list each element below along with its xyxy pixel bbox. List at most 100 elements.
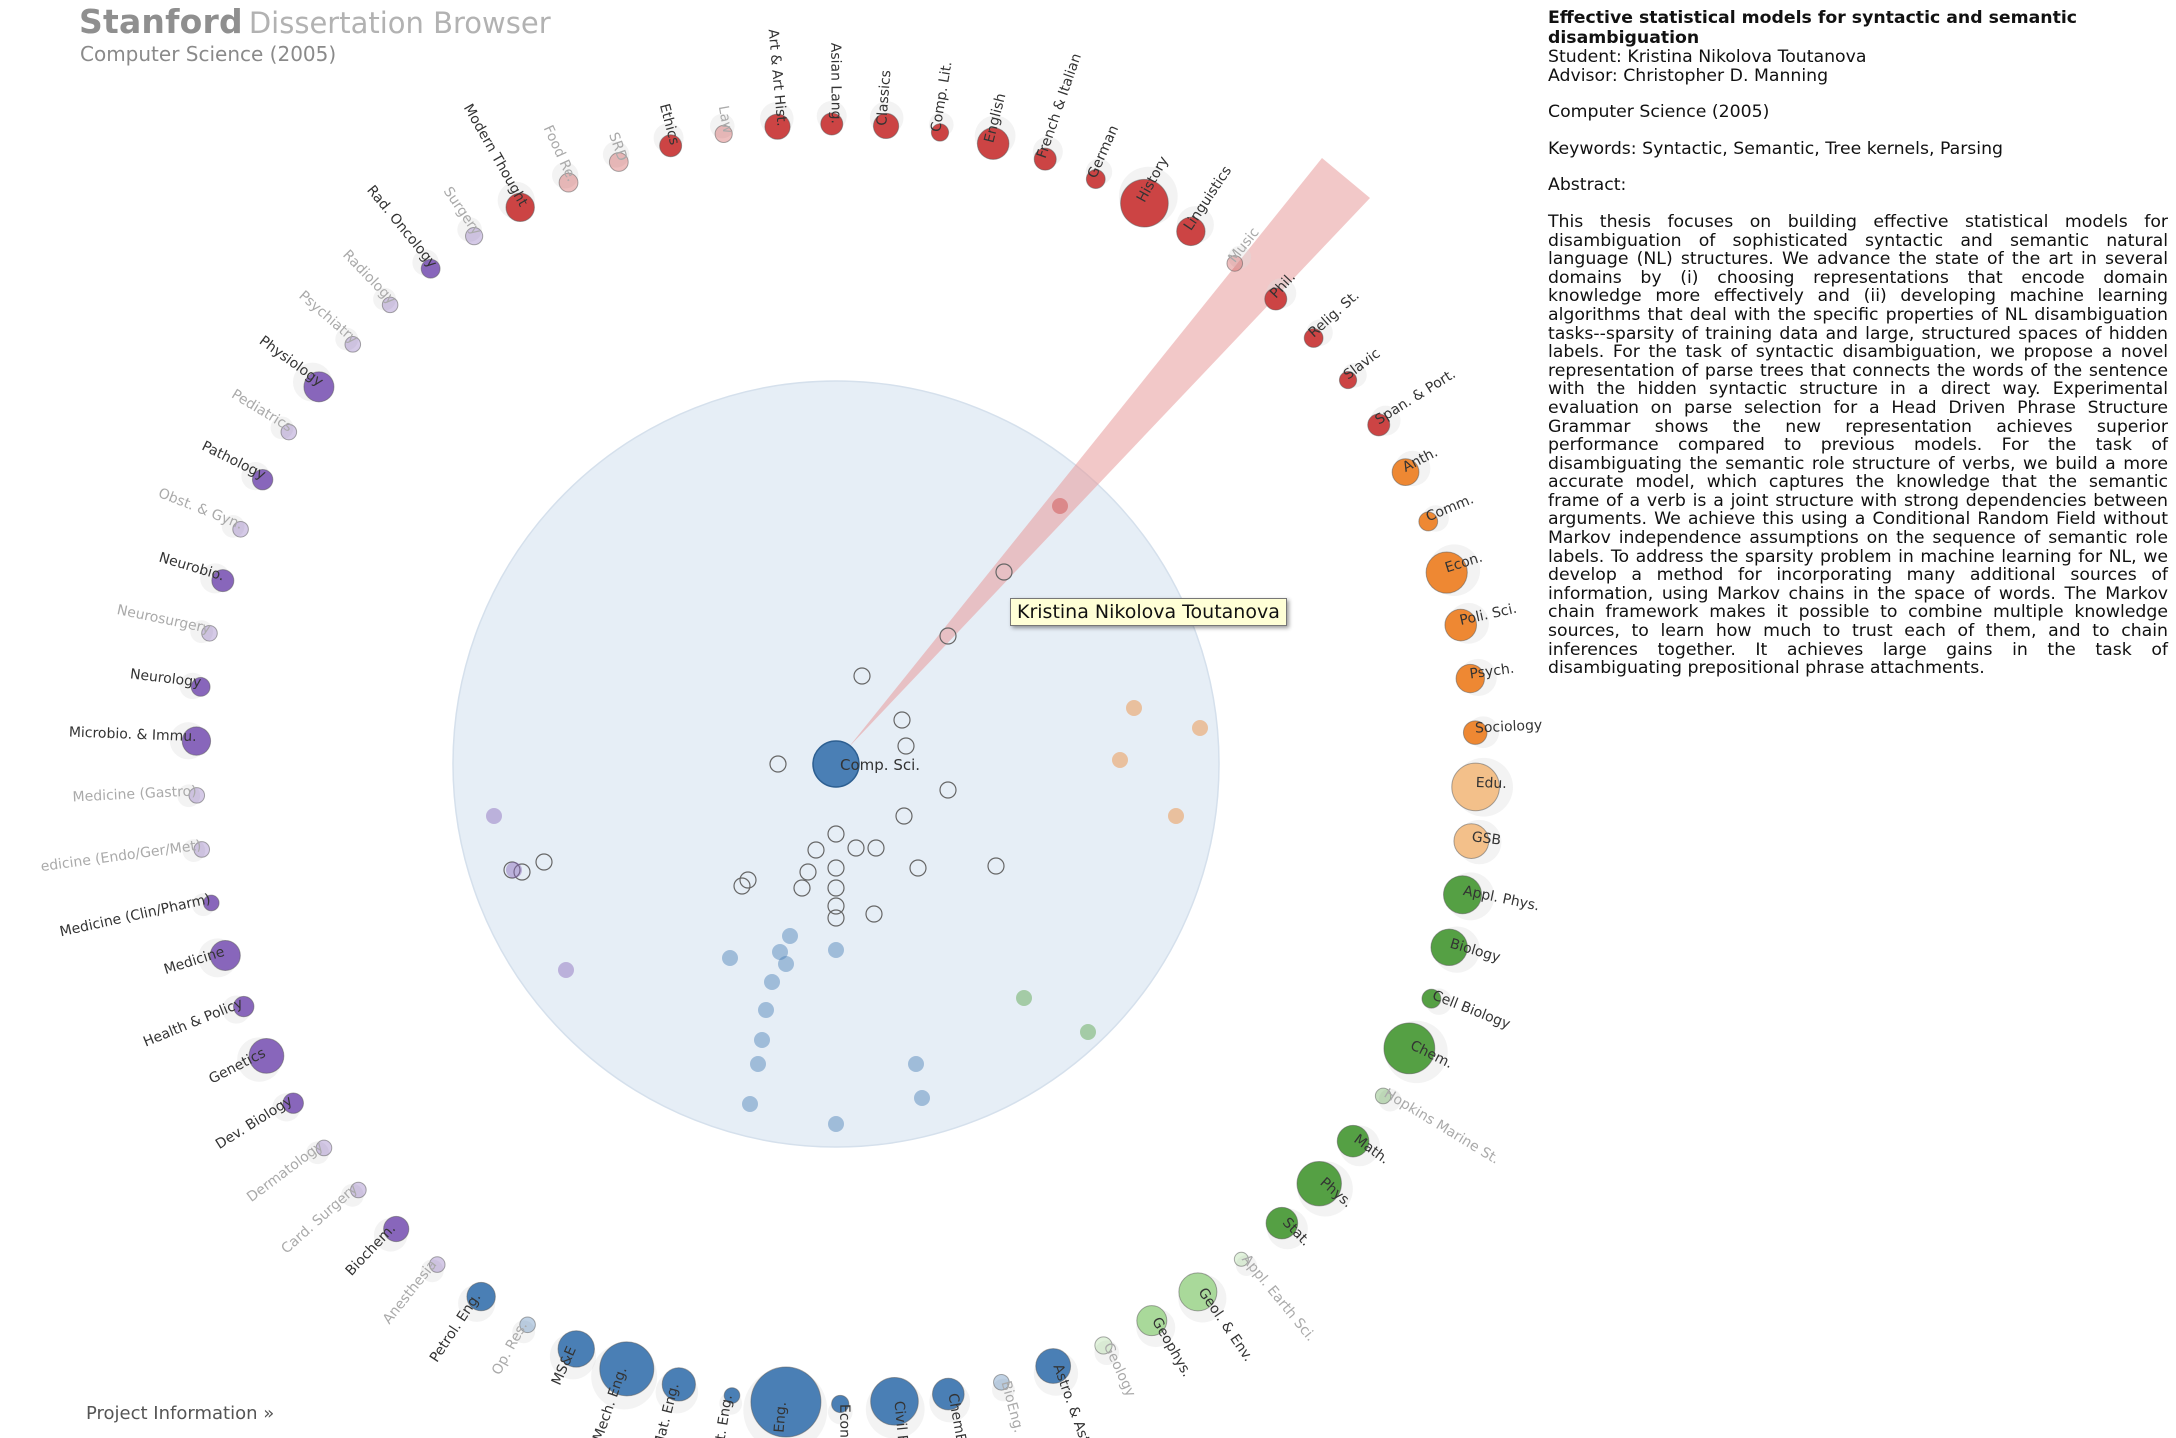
related-dissertation-node[interactable] bbox=[1112, 752, 1128, 768]
dept-node-edicine-endo-ger-met[interactable] bbox=[193, 841, 211, 858]
related-dissertation-node[interactable] bbox=[914, 1090, 930, 1106]
dept-node-sociology[interactable] bbox=[1462, 720, 1488, 745]
dept-node-psychiatry[interactable] bbox=[344, 336, 362, 353]
dissertation-node[interactable] bbox=[793, 879, 811, 897]
dept-node-radiology[interactable] bbox=[381, 296, 399, 314]
dept-label-pathology[interactable]: Pathology bbox=[199, 438, 268, 483]
dept-node-classics[interactable] bbox=[872, 112, 900, 140]
related-dissertation-node[interactable] bbox=[772, 944, 788, 960]
dissertation-node[interactable] bbox=[769, 755, 787, 773]
dept-node-geology[interactable] bbox=[1094, 1336, 1113, 1355]
related-dissertation-node[interactable] bbox=[750, 1056, 766, 1072]
related-dissertation-node[interactable] bbox=[754, 1032, 770, 1048]
dept-label-health-policy[interactable]: Health & Policy bbox=[141, 995, 245, 1050]
dept-label-dev-biology[interactable]: Dev. Biology bbox=[213, 1093, 295, 1153]
related-dissertation-node[interactable] bbox=[1126, 700, 1142, 716]
dissertation-node[interactable] bbox=[995, 563, 1013, 581]
dept-node-genetics[interactable] bbox=[248, 1037, 285, 1074]
dept-node-linguistics[interactable] bbox=[1176, 216, 1206, 247]
dept-node-ethics[interactable] bbox=[659, 134, 683, 158]
related-dissertation-node[interactable] bbox=[764, 974, 780, 990]
related-dissertation-node[interactable] bbox=[486, 808, 502, 824]
dept-label-microbio-immu[interactable]: Microbio. & Immu. bbox=[69, 724, 197, 745]
dept-node-art-art-hist[interactable] bbox=[764, 113, 791, 140]
project-info-link[interactable]: Project Information » bbox=[86, 1403, 275, 1424]
dept-node-dev-biology[interactable] bbox=[282, 1092, 304, 1114]
dissertation-node[interactable] bbox=[827, 897, 845, 915]
dissertation-node[interactable] bbox=[827, 859, 845, 877]
dept-label-physiology[interactable]: Physiology bbox=[256, 333, 326, 390]
dept-node-health-policy[interactable] bbox=[233, 995, 255, 1018]
dissertation-node[interactable] bbox=[799, 863, 817, 881]
dept-label-pediatrics[interactable]: Pediatrics bbox=[229, 386, 295, 435]
dept-label-edicine-endo-ger-met[interactable]: edicine (Endo/Ger/Met) bbox=[40, 838, 203, 875]
dissertation-node[interactable] bbox=[939, 627, 957, 645]
dept-node-rad-oncology[interactable] bbox=[420, 258, 441, 279]
dept-node-card-surgery[interactable] bbox=[350, 1181, 367, 1199]
dept-node-appl-earth-sci[interactable] bbox=[1233, 1251, 1249, 1267]
dept-label-card-surgery[interactable]: Card. Surgery bbox=[278, 1181, 361, 1257]
dept-node-psych[interactable] bbox=[1455, 663, 1485, 694]
dept-label-econ-or[interactable]: Econ. & OR bbox=[836, 1404, 853, 1438]
dept-node-dermatology[interactable] bbox=[315, 1139, 333, 1157]
dissertation-node[interactable] bbox=[503, 861, 521, 879]
dept-label-relig-st[interactable]: Relig. St. bbox=[1306, 288, 1363, 341]
dissertation-node[interactable] bbox=[847, 839, 865, 857]
dissertation-node[interactable] bbox=[897, 737, 915, 755]
dept-label-rad-oncology[interactable]: Rad. Oncology bbox=[363, 183, 440, 272]
related-dissertation-node[interactable] bbox=[742, 1096, 758, 1112]
dept-node-math[interactable] bbox=[1336, 1124, 1370, 1158]
dept-label-psych[interactable]: Psych. bbox=[1469, 661, 1516, 683]
dept-node-medicine-clin-pharm[interactable] bbox=[202, 894, 220, 912]
dept-label-appl-earth-sci[interactable]: Appl. Earth Sci. bbox=[1238, 1252, 1318, 1345]
dissertation-node[interactable] bbox=[867, 839, 885, 857]
dept-label-span-port[interactable]: Span. & Port. bbox=[1372, 366, 1458, 428]
dept-node-comm[interactable] bbox=[1418, 511, 1439, 532]
dept-node-bioeng[interactable] bbox=[993, 1373, 1010, 1391]
dept-node-neurobio[interactable] bbox=[211, 569, 235, 593]
dept-node-chem[interactable] bbox=[1383, 1022, 1436, 1075]
dissertation-node[interactable] bbox=[827, 909, 845, 927]
dept-label-sociology[interactable]: Sociology bbox=[1475, 717, 1543, 736]
dept-label-classics[interactable]: Classics bbox=[874, 69, 894, 126]
dept-label-elec-eng[interactable]: Elec. Eng. bbox=[769, 1401, 790, 1438]
dept-node-mat-eng[interactable] bbox=[661, 1367, 696, 1402]
related-dissertation-node[interactable] bbox=[758, 1002, 774, 1018]
related-dissertation-node[interactable] bbox=[828, 1116, 844, 1132]
dissertation-node[interactable] bbox=[807, 841, 825, 859]
dept-node-hopkins-marine-st[interactable] bbox=[1374, 1087, 1392, 1105]
related-dissertation-node[interactable] bbox=[1168, 808, 1184, 824]
dept-node-anth[interactable] bbox=[1391, 458, 1420, 487]
related-dissertation-node[interactable] bbox=[1192, 720, 1208, 736]
dept-node-slavic[interactable] bbox=[1338, 370, 1358, 390]
dept-node-cell-biology[interactable] bbox=[1421, 988, 1442, 1009]
dept-node-english[interactable] bbox=[976, 127, 1010, 160]
dept-node-obst-gyn[interactable] bbox=[232, 520, 249, 538]
dissertation-node[interactable] bbox=[987, 857, 1005, 875]
dissertation-node[interactable] bbox=[939, 781, 957, 799]
related-dissertation-node[interactable] bbox=[778, 956, 794, 972]
dept-node-comp-lit[interactable] bbox=[930, 123, 950, 142]
dept-node-poli-sci[interactable] bbox=[1444, 608, 1478, 642]
dept-node-edu[interactable] bbox=[1451, 762, 1500, 812]
dept-label-medicine-clin-pharm[interactable]: Medicine (Clin/Pharm) bbox=[58, 891, 212, 940]
dept-node-asian-lang[interactable] bbox=[820, 112, 844, 136]
dept-label-radiology[interactable]: Radiology bbox=[339, 247, 399, 308]
dept-node-ms-e[interactable] bbox=[557, 1330, 595, 1368]
dept-label-neurology[interactable]: Neurology bbox=[129, 666, 202, 691]
dept-label-asian-lang[interactable]: Asian Lang. bbox=[827, 43, 844, 124]
dissertation-node[interactable] bbox=[535, 853, 553, 871]
dept-node-srd[interactable] bbox=[608, 152, 629, 172]
dept-node-biology[interactable] bbox=[1430, 928, 1468, 967]
dept-node-pathology[interactable] bbox=[251, 468, 274, 491]
dept-node-span-port[interactable] bbox=[1367, 413, 1391, 437]
dept-label-anesthesia[interactable]: Anesthesia bbox=[380, 1257, 441, 1327]
dept-node-biochem[interactable] bbox=[383, 1215, 410, 1243]
dept-label-neurobio[interactable]: Neurobio. bbox=[157, 550, 226, 585]
dept-node-geol-env[interactable] bbox=[1178, 1272, 1218, 1312]
related-dissertation-node[interactable] bbox=[1080, 1024, 1096, 1040]
dept-label-hopkins-marine-st[interactable]: Hopkins Marine St. bbox=[1381, 1086, 1502, 1168]
dept-label-gsb[interactable]: GSB bbox=[1471, 829, 1502, 848]
related-dissertation-node[interactable] bbox=[506, 862, 522, 878]
dept-node-physiology[interactable] bbox=[303, 371, 335, 403]
